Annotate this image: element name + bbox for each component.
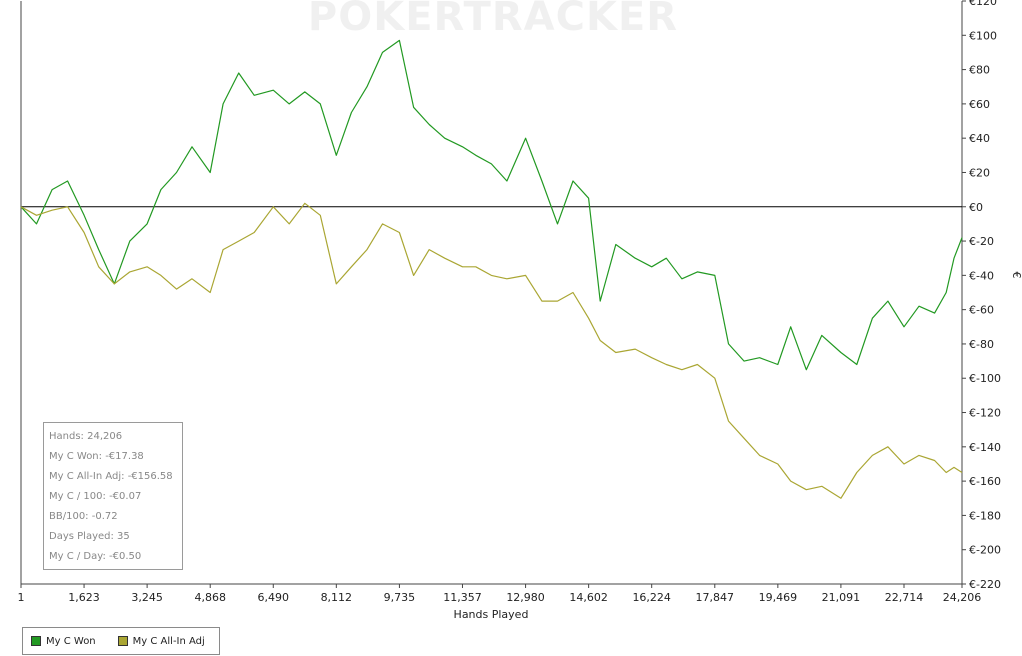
axes bbox=[20, 1, 963, 585]
watermark-logo: POKERTRACKER bbox=[308, 0, 678, 40]
stat-days-played: Days Played: 35 bbox=[49, 531, 130, 542]
stat-per-day: My C / Day: -€0.50 bbox=[49, 551, 142, 562]
x-tick-label: 4,868 bbox=[194, 591, 226, 604]
y-tick-label: €20 bbox=[969, 166, 990, 179]
y-tick-label: €-40 bbox=[969, 269, 994, 282]
legend-swatch-all-in-adj bbox=[117, 636, 128, 646]
legend-label-all-in-adj: My C All-In Adj bbox=[132, 635, 205, 647]
x-tick-label: 6,490 bbox=[258, 591, 290, 604]
y-tick-label: €-200 bbox=[969, 544, 1001, 557]
stat-won: My C Won: -€17.38 bbox=[49, 451, 144, 462]
series-line-my-c-all-in-adj bbox=[20, 202, 963, 499]
y-tick-label: €80 bbox=[969, 64, 990, 77]
legend-item-all-in-adj[interactable]: My C All-In Adj bbox=[117, 635, 205, 647]
legend-label-won: My C Won bbox=[46, 635, 96, 647]
y-tick-label: €-120 bbox=[969, 407, 1001, 420]
series-layer bbox=[20, 39, 963, 499]
y-tick-label: €-20 bbox=[969, 235, 994, 248]
y-tick-labels: €120 €100 €80 €60 €40 €20 €0 €-20 €-40 €-60 €-80 €-… bbox=[962, 0, 1001, 591]
stat-hands: Hands: 24,206 bbox=[49, 431, 123, 442]
y-tick-label: €120 bbox=[969, 0, 997, 8]
stats-summary-box: Hands: 24,206 My C Won: -€17.38 My C All… bbox=[43, 422, 183, 570]
x-tick-label: 11,357 bbox=[443, 591, 482, 604]
y-tick-label: €60 bbox=[969, 98, 990, 111]
x-tick-label: 17,847 bbox=[696, 591, 735, 604]
x-tick-label: 22,714 bbox=[885, 591, 924, 604]
x-tick-label: 14,602 bbox=[569, 591, 608, 604]
legend-swatch-won bbox=[31, 636, 41, 646]
y-tick-label: €0 bbox=[969, 201, 983, 214]
x-tick-label: 21,091 bbox=[822, 591, 861, 604]
y-tick-label: €40 bbox=[969, 132, 990, 145]
y-tick-label: €-140 bbox=[969, 441, 1001, 454]
legend-item-won[interactable]: My C Won bbox=[31, 636, 96, 647]
series-line-my-c-won bbox=[20, 39, 963, 371]
y-tick-label: €-180 bbox=[969, 509, 1001, 522]
y-tick-label: €100 bbox=[969, 29, 997, 42]
chart-legend: My C Won My C All-In Adj bbox=[22, 627, 220, 655]
x-tick-labels: 1 1,623 3,245 4,868 6,490 8,112 9,735 11,357 12,… bbox=[18, 584, 982, 604]
y-tick-label: €-220 bbox=[969, 578, 1001, 591]
x-tick-label: 1,623 bbox=[68, 591, 100, 604]
stat-per-100: My C / 100: -€0.07 bbox=[49, 491, 142, 502]
x-tick-label: 3,245 bbox=[131, 591, 163, 604]
stat-bb-100: BB/100: -0.72 bbox=[49, 511, 118, 522]
x-tick-label: 12,980 bbox=[506, 591, 545, 604]
x-tick-label: 24,206 bbox=[943, 591, 982, 604]
y-axis-title: € bbox=[1010, 272, 1022, 279]
stat-all-in-adj: My C All-In Adj: -€156.58 bbox=[49, 471, 173, 482]
y-tick-label: €-80 bbox=[969, 338, 994, 351]
x-tick-label: 8,112 bbox=[321, 591, 353, 604]
y-tick-label: €-60 bbox=[969, 304, 994, 317]
x-tick-label: 16,224 bbox=[632, 591, 671, 604]
y-tick-label: €-100 bbox=[969, 372, 1001, 385]
x-axis-title: Hands Played bbox=[454, 608, 529, 621]
x-tick-label: 1 bbox=[18, 591, 25, 604]
x-tick-label: 9,735 bbox=[384, 591, 416, 604]
x-tick-label: 19,469 bbox=[759, 591, 798, 604]
y-tick-label: €-160 bbox=[969, 475, 1001, 488]
